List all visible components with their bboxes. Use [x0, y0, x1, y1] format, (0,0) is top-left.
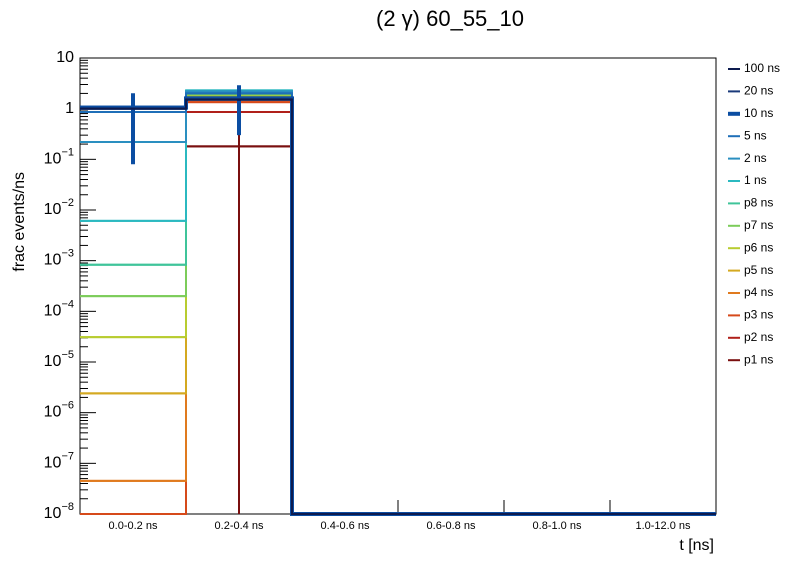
chart-title: (2 γ) 60_55_10 [376, 6, 524, 31]
tick-exponent: −8 [61, 501, 74, 513]
step-connector [80, 145, 716, 515]
tick-exponent: −4 [61, 298, 74, 310]
legend-label: 1 ns [744, 173, 767, 187]
tick-exponent: −6 [61, 400, 74, 412]
tick-base: 10 [44, 505, 62, 522]
step-connector [80, 94, 716, 515]
legend-label: p3 ns [744, 308, 773, 322]
x-tick-label: 0.4-0.6 ns [321, 520, 370, 532]
step-connector [80, 96, 716, 516]
x-axis-label: t [ns] [679, 537, 714, 554]
legend-label: p5 ns [744, 263, 773, 277]
legend-label: p7 ns [744, 218, 773, 232]
step-connector [80, 101, 716, 515]
y-tick-label: 10−2 [44, 197, 74, 218]
y-tick-label: 10 [56, 49, 74, 66]
y-tick-label: 10−3 [44, 248, 74, 269]
tick-exponent: −5 [61, 349, 74, 361]
step-connector [80, 91, 716, 515]
legend-label: 20 ns [744, 84, 773, 98]
step-connector [80, 110, 716, 515]
tick-base: 10 [44, 404, 62, 421]
y-tick-label: 10−8 [44, 501, 74, 522]
y-tick-label: 10−5 [44, 349, 74, 370]
y-tick-label: 1 [65, 100, 74, 117]
y-tick-label: 10−4 [44, 298, 74, 319]
tick-base: 10 [44, 455, 62, 472]
y-axis-label: frac events/ns [11, 172, 28, 272]
tick-exponent: −2 [61, 197, 74, 209]
x-tick-label: 0.2-0.4 ns [215, 520, 264, 532]
legend-label: p6 ns [744, 240, 773, 254]
step-connector [80, 98, 716, 515]
legend-label: p1 ns [744, 352, 773, 366]
tick-exponent: −7 [61, 450, 74, 462]
tick-base: 10 [44, 353, 62, 370]
legend-label: 10 ns [744, 106, 773, 120]
tick-base: 10 [44, 151, 62, 168]
legend-label: p2 ns [744, 330, 773, 344]
y-tick-label: 10−7 [44, 450, 74, 471]
step-connector [80, 92, 716, 515]
y-tick-label: 10−6 [44, 400, 74, 421]
tick-base: 10 [44, 252, 62, 269]
step-connector [80, 94, 716, 515]
x-tick-label: 0.8-1.0 ns [533, 520, 582, 532]
plot-frame [79, 57, 717, 515]
step-connector [80, 98, 716, 515]
legend-label: 2 ns [744, 151, 767, 165]
legend-label: 5 ns [744, 128, 767, 142]
step-connector [80, 98, 716, 515]
legend-label: p4 ns [744, 285, 773, 299]
tick-exponent: −3 [61, 248, 74, 260]
step-connector [80, 93, 716, 515]
tick-base: 10 [44, 201, 62, 218]
tick-exponent: −1 [61, 146, 74, 158]
legend-label: 100 ns [744, 61, 780, 75]
step-connector [80, 89, 716, 515]
x-tick-label: 0.0-0.2 ns [109, 520, 158, 532]
x-tick-label: 1.0-12.0 ns [635, 520, 691, 532]
legend-label: p8 ns [744, 196, 773, 210]
x-tick-label: 0.6-0.8 ns [427, 520, 476, 532]
step-connector [80, 90, 716, 515]
y-tick-label: 10−1 [44, 146, 74, 167]
tick-base: 10 [44, 303, 62, 320]
